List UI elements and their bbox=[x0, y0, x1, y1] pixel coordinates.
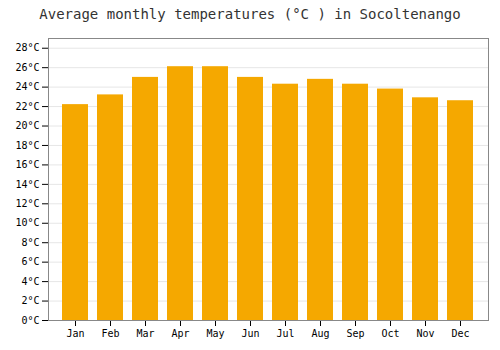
svg-text:8°C: 8°C bbox=[21, 237, 39, 248]
svg-text:20°C: 20°C bbox=[15, 120, 39, 131]
svg-text:6°C: 6°C bbox=[21, 256, 39, 267]
svg-text:May: May bbox=[206, 328, 224, 339]
svg-text:26°C: 26°C bbox=[15, 62, 39, 73]
svg-text:10°C: 10°C bbox=[15, 217, 39, 228]
svg-text:Aug: Aug bbox=[311, 328, 329, 339]
svg-text:Oct: Oct bbox=[381, 328, 399, 339]
svg-text:Mar: Mar bbox=[136, 328, 154, 339]
svg-text:28°C: 28°C bbox=[15, 42, 39, 53]
svg-text:Sep: Sep bbox=[346, 328, 364, 339]
svg-text:4°C: 4°C bbox=[21, 276, 39, 287]
svg-text:12°C: 12°C bbox=[15, 198, 39, 209]
svg-text:18°C: 18°C bbox=[15, 140, 39, 151]
svg-text:16°C: 16°C bbox=[15, 159, 39, 170]
svg-text:24°C: 24°C bbox=[15, 81, 39, 92]
svg-text:Feb: Feb bbox=[101, 328, 119, 339]
svg-text:Jul: Jul bbox=[276, 328, 294, 339]
svg-text:Nov: Nov bbox=[416, 328, 434, 339]
svg-text:2°C: 2°C bbox=[21, 295, 39, 306]
svg-text:22°C: 22°C bbox=[15, 101, 39, 112]
svg-text:0°C: 0°C bbox=[21, 315, 39, 326]
svg-text:Jun: Jun bbox=[241, 328, 259, 339]
svg-text:Jan: Jan bbox=[66, 328, 84, 339]
html-text:Average monthly temperatures (: Average monthly temperatures (°C ) in So… bbox=[39, 6, 461, 22]
svg-text:Dec: Dec bbox=[451, 328, 469, 339]
svg-text:14°C: 14°C bbox=[15, 179, 39, 190]
svg-text:Apr: Apr bbox=[171, 328, 189, 339]
